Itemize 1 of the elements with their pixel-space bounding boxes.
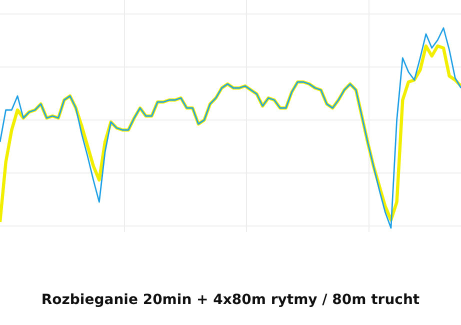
text: Rozbieganie 20min + 4x80m rytmy / 80m trucht xyxy=(40,292,421,308)
